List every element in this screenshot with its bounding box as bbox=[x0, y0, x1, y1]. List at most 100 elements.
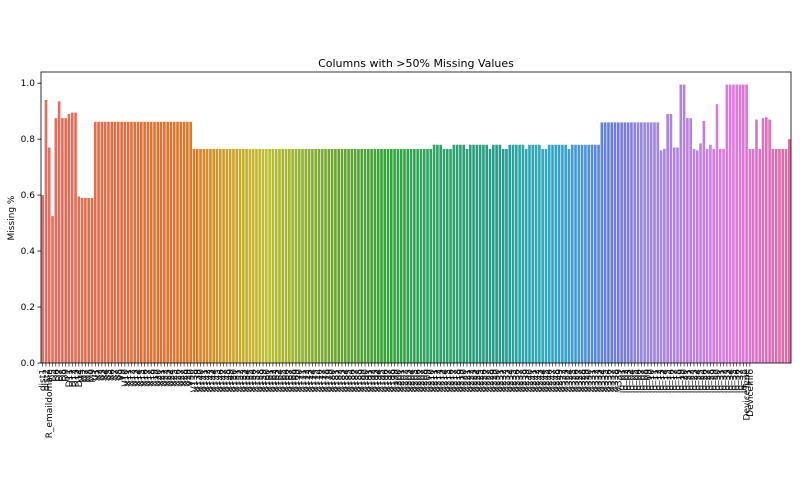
bar-V155 bbox=[248, 148, 252, 363]
bar-M8 bbox=[87, 197, 91, 363]
bar-V213 bbox=[439, 144, 442, 363]
bar-id_02 bbox=[623, 122, 627, 364]
x-tick-label-V142: V142 bbox=[203, 369, 213, 392]
x-tick-label-id_28: id_28 bbox=[706, 369, 716, 393]
x-tick-label-V208: V208 bbox=[420, 369, 430, 393]
bar-V181 bbox=[334, 148, 337, 363]
x-tick-label-V332: V332 bbox=[591, 369, 601, 392]
bar-undefined bbox=[755, 119, 758, 363]
x-tick-label-V191: V191 bbox=[364, 369, 374, 392]
bar-V141 bbox=[202, 148, 206, 363]
x-tick-label-V336: V336 bbox=[604, 369, 614, 393]
x-tick-label-V3: V3 bbox=[98, 369, 108, 381]
x-tick-label-V228: V228 bbox=[486, 369, 496, 393]
x-tick-label-D8: D8 bbox=[58, 369, 68, 382]
x-tick-label-V158: V158 bbox=[256, 369, 266, 393]
x-tick-label-id_08: id_08 bbox=[641, 369, 651, 393]
bar-V207 bbox=[419, 148, 423, 363]
x-tick-label-V238: V238 bbox=[519, 369, 529, 393]
bar-V245 bbox=[544, 148, 548, 363]
x-tick-label-D12: D12 bbox=[68, 369, 78, 387]
x-tick-label-V236: V236 bbox=[512, 369, 522, 393]
x-tick-label-V173: V173 bbox=[305, 369, 315, 392]
bar-id_30 bbox=[715, 104, 719, 364]
bar-V24 bbox=[169, 121, 173, 363]
x-tick-label-M7: M7 bbox=[81, 369, 91, 383]
bar-id_14 bbox=[663, 148, 666, 363]
bar-V27 bbox=[179, 121, 183, 363]
x-tick-label-V246: V246 bbox=[545, 369, 555, 393]
bar-V170 bbox=[297, 148, 301, 363]
x-tick-label-V339: V339 bbox=[614, 369, 624, 393]
x-tick-label-V171: V171 bbox=[299, 369, 309, 392]
bar-V333 bbox=[597, 144, 600, 363]
bar-V246 bbox=[547, 144, 551, 363]
x-tick-label-V2: V2 bbox=[95, 369, 105, 381]
bar-M5 bbox=[80, 197, 84, 363]
x-tick-label-V163: V163 bbox=[272, 369, 282, 392]
bar-id_37 bbox=[738, 84, 742, 363]
x-tick-label-V161: V161 bbox=[266, 369, 276, 392]
x-tick-label-V178: V178 bbox=[322, 369, 332, 393]
bar-V241 bbox=[531, 144, 535, 363]
bar-V191 bbox=[366, 148, 370, 363]
bar-V165 bbox=[281, 148, 285, 363]
bar-V28 bbox=[182, 121, 186, 363]
bar-V212 bbox=[436, 144, 439, 363]
bar-V238 bbox=[521, 144, 525, 363]
bar-V334 bbox=[600, 122, 604, 364]
bar-V240 bbox=[528, 144, 531, 363]
x-tick-label-V154: V154 bbox=[243, 369, 253, 393]
x-tick-label-V169: V169 bbox=[292, 369, 302, 393]
x-tick-label-V186: V186 bbox=[348, 369, 358, 393]
bar-id_11 bbox=[653, 122, 656, 364]
bar-V158 bbox=[258, 148, 262, 363]
bar-V153 bbox=[241, 148, 245, 363]
x-tick-label-V24: V24 bbox=[167, 369, 177, 387]
bar-V237 bbox=[518, 144, 521, 363]
x-tick-label-V187: V187 bbox=[351, 369, 361, 392]
x-tick-label-V326: V326 bbox=[572, 369, 582, 393]
x-tick-label-V184: V184 bbox=[341, 369, 351, 393]
bar-V226 bbox=[482, 144, 485, 363]
bar-V330 bbox=[587, 144, 591, 363]
x-tick-label-id_20: id_20 bbox=[680, 369, 690, 393]
x-tick-label-id_35: id_35 bbox=[729, 369, 739, 393]
bar-undefined bbox=[765, 117, 768, 363]
bar-id_18 bbox=[676, 147, 679, 363]
bar-V25 bbox=[172, 121, 176, 363]
x-tick-label-id_25: id_25 bbox=[697, 369, 707, 393]
x-tick-label-V22: V22 bbox=[160, 369, 170, 387]
x-tick-label-V146: V146 bbox=[216, 369, 226, 393]
bar-V228 bbox=[488, 148, 492, 363]
x-tick-label-V338: V338 bbox=[611, 369, 621, 393]
x-tick-label-D5: D5 bbox=[49, 369, 59, 382]
x-tick-label-V21: V21 bbox=[157, 369, 167, 387]
bar-id_35 bbox=[732, 84, 735, 363]
bar-D7 bbox=[57, 101, 61, 363]
x-tick-label-M9: M9 bbox=[88, 369, 98, 383]
bar-V167 bbox=[288, 148, 291, 363]
x-tick-label-V337: V337 bbox=[608, 369, 618, 392]
x-tick-label-id_11: id_11 bbox=[650, 369, 660, 393]
x-tick-label-V165: V165 bbox=[279, 369, 289, 392]
x-tick-label-V14: V14 bbox=[134, 369, 144, 387]
x-tick-label-V215: V215 bbox=[443, 369, 453, 392]
bar-M9 bbox=[90, 197, 94, 363]
bar-D6 bbox=[54, 118, 58, 363]
x-tick-label-V157: V157 bbox=[252, 369, 262, 392]
x-tick-label-V194: V194 bbox=[374, 369, 384, 393]
bar-undefined bbox=[771, 148, 775, 363]
x-tick-label-V211: V211 bbox=[430, 369, 440, 392]
bar-id_36 bbox=[735, 84, 739, 363]
x-tick-label-V193: V193 bbox=[371, 369, 381, 392]
x-tick-label-V220: V220 bbox=[460, 369, 470, 393]
bar-V169 bbox=[294, 148, 298, 363]
bar-V230 bbox=[495, 144, 498, 363]
bar-V196 bbox=[383, 148, 387, 363]
x-tick-label-D11: D11 bbox=[65, 369, 75, 387]
bar-id_22 bbox=[689, 118, 692, 363]
bar-id_27 bbox=[705, 148, 709, 363]
x-tick-label-V244: V244 bbox=[539, 369, 549, 393]
